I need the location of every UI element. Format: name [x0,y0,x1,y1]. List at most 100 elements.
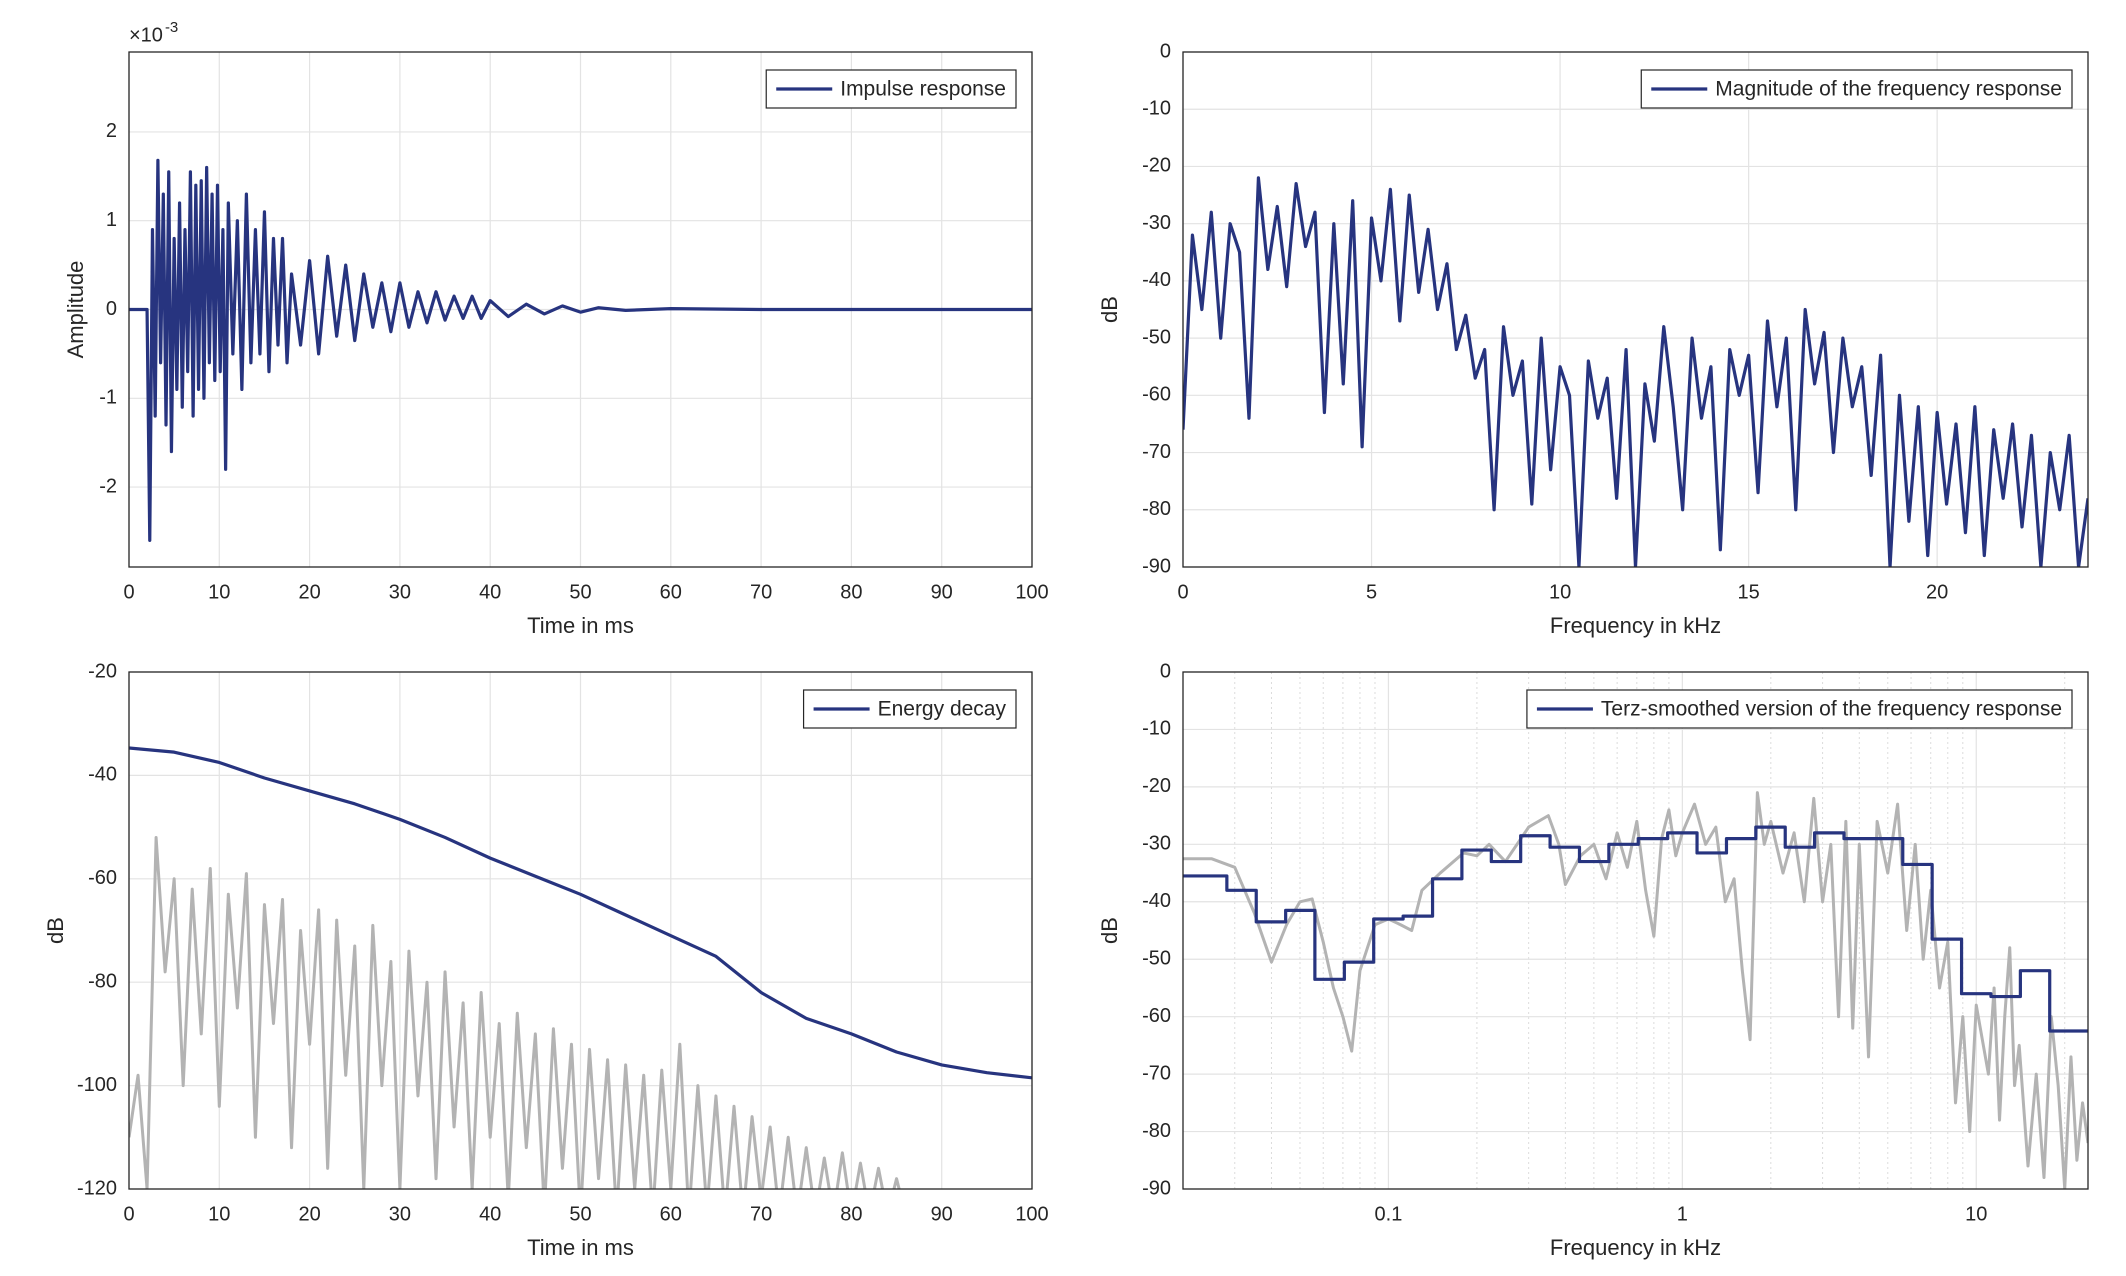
y-tick-label: -20 [88,660,117,682]
x-tick-label: 70 [750,581,772,603]
x-tick-label: 80 [840,581,862,603]
x-tick-label: 20 [298,1203,320,1225]
legend-box [1640,69,2073,109]
x-axis-label: Time in ms [527,1235,634,1260]
x-tick-label: 0 [123,581,134,603]
x-tick-label: 5 [1366,581,1377,603]
series-group [129,746,1032,1189]
legend-label: Magnitude of the frequency response [1715,78,2062,101]
axes-box [1182,51,2089,568]
y-tick-label: -70 [1142,1062,1171,1084]
y-tick-label: 1 [106,209,117,231]
y-tick-label: -60 [1142,384,1171,406]
y-tick-label: -120 [77,1177,117,1199]
plot-area [1183,672,2088,1189]
y-tick-label: -50 [1142,948,1171,970]
legend-label: Terz-smoothed version of the frequency r… [1601,698,2062,721]
axes-box [128,51,1033,568]
x-tick-label: 10 [1549,581,1571,603]
y-tick-label: -2 [99,475,117,497]
y-tick-label: -20 [1142,775,1171,797]
data-line [1183,825,2088,1033]
data-line [1183,791,2088,1189]
x-tick-label: 15 [1738,581,1760,603]
subplot: 0 10 20 30 40 50 60 70 80 90 100 -120 -100 -80 -60 -40 -… [43,660,1049,1260]
x-axis-label: Frequency in kHz [1550,1235,1721,1260]
data-line [129,158,1032,542]
x-tick-label: 0 [123,1203,134,1225]
y-axis-label: dB [1097,296,1122,323]
x-tick-label: 40 [479,1203,501,1225]
y-tick-label: -90 [1142,1177,1171,1199]
x-tick-label: 90 [931,1203,953,1225]
y-tick-label: -100 [77,1074,117,1096]
y-tick-label: -50 [1142,326,1171,348]
x-tick-label: 50 [569,1203,591,1225]
y-tick-label: -10 [1142,98,1171,120]
y-axis-label: dB [43,917,68,944]
legend-label: Impulse response [840,78,1006,101]
legend-box [1526,689,2073,729]
y-tick-label: -90 [1142,555,1171,577]
y-axis-label: dB [1097,917,1122,944]
y-tick-label: -80 [88,970,117,992]
x-tick-label: 30 [389,581,411,603]
y-multiplier: ×10 [129,24,163,46]
data-line [129,835,901,1189]
axes-box [1182,671,2089,1190]
x-axis-label: Frequency in kHz [1550,613,1721,638]
legend: Magnitude of the frequency response [1640,69,2073,109]
x-tick-label: 100 [1015,1203,1048,1225]
x-tick-label: 0 [1177,581,1188,603]
x-tick-label: 40 [479,581,501,603]
y-axis-label: Amplitude [63,261,88,359]
y-tick-label: 0 [1160,40,1171,62]
y-tick-label: 0 [106,298,117,320]
y-tick-label: -60 [1142,1005,1171,1027]
y-multiplier-exponent: -3 [165,19,178,36]
x-tick-label: 80 [840,1203,862,1225]
x-tick-label: 0.1 [1375,1203,1403,1225]
y-tick-label: -10 [1142,718,1171,740]
y-tick-label: -70 [1142,441,1171,463]
x-tick-label: 70 [750,1203,772,1225]
x-tick-label: 50 [569,581,591,603]
data-line [129,746,1032,1080]
y-tick-label: 2 [106,120,117,142]
x-tick-label: 1 [1677,1203,1688,1225]
x-tick-label: 20 [1926,581,1948,603]
x-tick-label: 60 [660,581,682,603]
y-tick-label: 0 [1160,660,1171,682]
subplot: 0 10 20 30 40 50 60 70 80 90 100 -2 -1 0 1 2 Time in ms A… [63,19,1049,638]
legend: Impulse response [765,69,1017,109]
series-group [1183,791,2088,1189]
subplot: 0.1 1 10 -90 -80 -70 -60 -50 -40 -30 -20 -10 0 Freque… [1097,660,2089,1260]
axes-box [128,671,1033,1190]
y-tick-label: -60 [88,867,117,889]
y-tick-label: -30 [1142,833,1171,855]
y-tick-label: -80 [1142,498,1171,520]
y-tick-label: -40 [1142,269,1171,291]
y-tick-label: -40 [88,764,117,786]
legend-label: Energy decay [878,698,1007,721]
y-tick-label: -80 [1142,1120,1171,1142]
series-group [1183,176,2088,567]
y-tick-label: -1 [99,387,117,409]
x-tick-label: 100 [1015,581,1048,603]
legend: Energy decay [802,689,1017,729]
x-tick-label: 10 [208,581,230,603]
series-group [129,158,1032,542]
x-tick-label: 20 [298,581,320,603]
x-tick-label: 10 [1965,1203,1987,1225]
y-tick-label: -20 [1142,155,1171,177]
x-axis-label: Time in ms [527,613,634,638]
y-tick-label: -40 [1142,890,1171,912]
x-tick-label: 10 [208,1203,230,1225]
data-line [1183,176,2088,567]
x-tick-label: 90 [931,581,953,603]
x-tick-label: 30 [389,1203,411,1225]
x-tick-label: 60 [660,1203,682,1225]
legend: Terz-smoothed version of the frequency r… [1526,689,2073,729]
